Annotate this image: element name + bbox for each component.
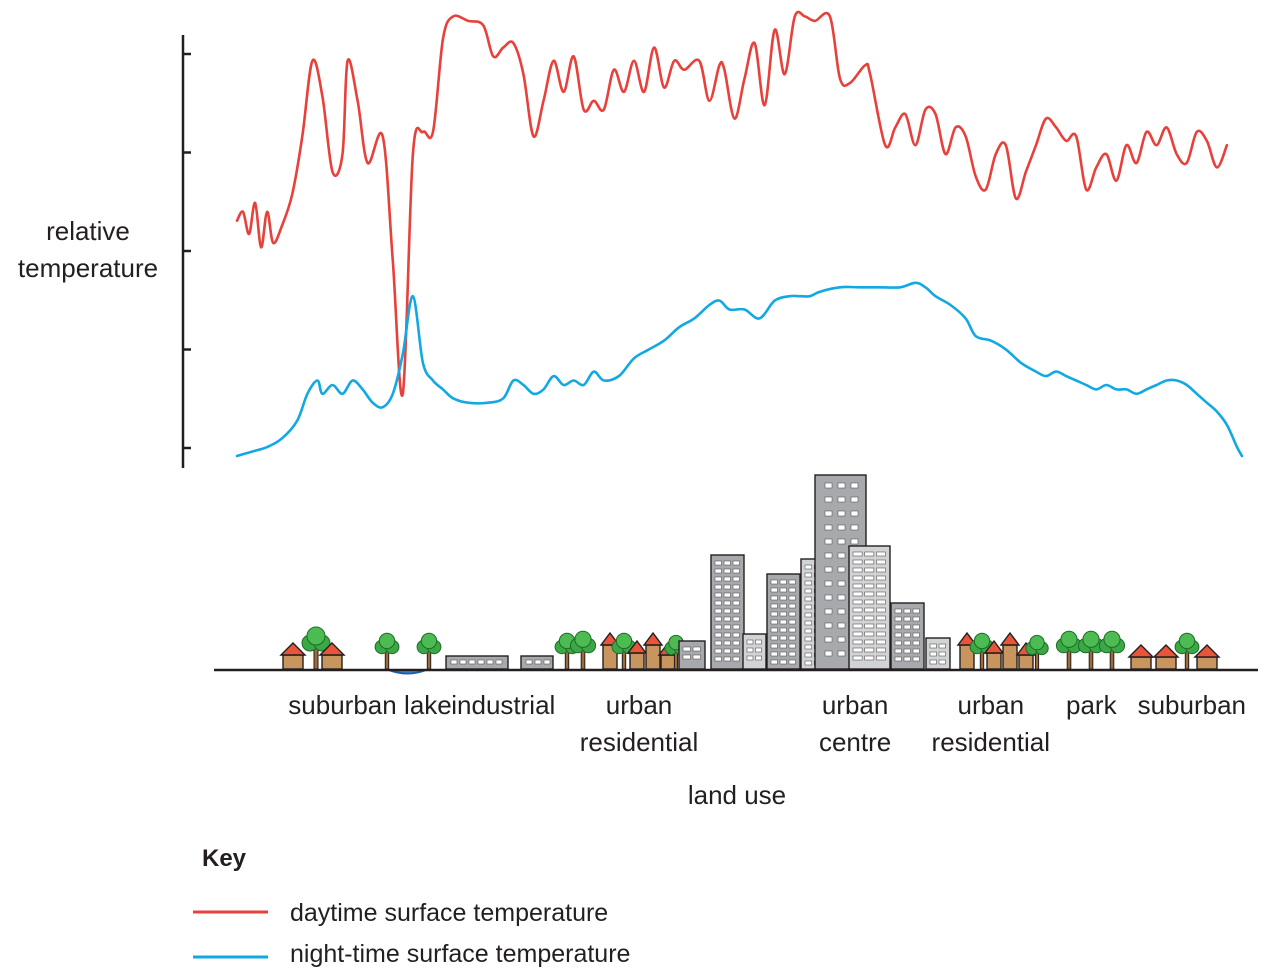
key-title: Key (202, 845, 247, 872)
land-use-illustration (279, 474, 1221, 675)
tree-icon (611, 632, 637, 670)
tree-icon (569, 630, 597, 670)
building-icon (710, 554, 745, 670)
key-label-night-time: night-time surface temperature (290, 940, 630, 968)
x-axis-label: land use (688, 780, 786, 810)
tree-icon (1174, 632, 1200, 670)
house-icon (999, 631, 1021, 670)
land-use-label: suburban (1138, 690, 1246, 720)
building-icon (925, 637, 951, 670)
house-icon (642, 631, 664, 670)
tree-icon (1055, 630, 1083, 670)
house-icon (1193, 644, 1221, 670)
building-icon (742, 633, 767, 670)
land-use-label: residential (932, 727, 1051, 757)
tree-icon (301, 626, 331, 670)
tree-icon (1098, 630, 1126, 670)
building-icon (678, 640, 706, 670)
industrial-building-icon (520, 655, 554, 670)
tree-icon (416, 632, 442, 670)
land-use-label: suburban (288, 690, 396, 720)
building-icon (766, 573, 801, 670)
building-icon (890, 602, 925, 670)
industrial-building-icon (445, 655, 509, 670)
series-layer (235, 10, 1244, 458)
land-use-label: urban (822, 690, 889, 720)
land-use-label: residential (580, 727, 699, 757)
house-icon (279, 642, 307, 670)
y-axis-label-line-2: temperature (18, 253, 158, 283)
house-icon (318, 642, 346, 670)
land-use-label: centre (819, 727, 891, 757)
land-use-label: urban (958, 690, 1025, 720)
building-icon (848, 545, 891, 670)
land-use-label: park (1066, 690, 1118, 720)
land-use-label: urban (606, 690, 673, 720)
tree-icon (1077, 630, 1105, 670)
tree-icon (374, 632, 400, 670)
tree-icon (1025, 634, 1049, 670)
y-axis-ticks (183, 52, 191, 450)
land-use-label: industrial (451, 690, 555, 720)
house-icon (1127, 644, 1155, 670)
key-label-daytime: daytime surface temperature (290, 899, 608, 927)
land-use-labels: suburban lake industrial urban residential ur… (288, 690, 1246, 757)
house-icon (1152, 644, 1180, 670)
series-line-night-time (235, 281, 1244, 458)
y-axis-label-line-1: relative (46, 216, 130, 246)
land-use-label: lake (404, 690, 452, 720)
series-line-daytime (235, 10, 1229, 398)
